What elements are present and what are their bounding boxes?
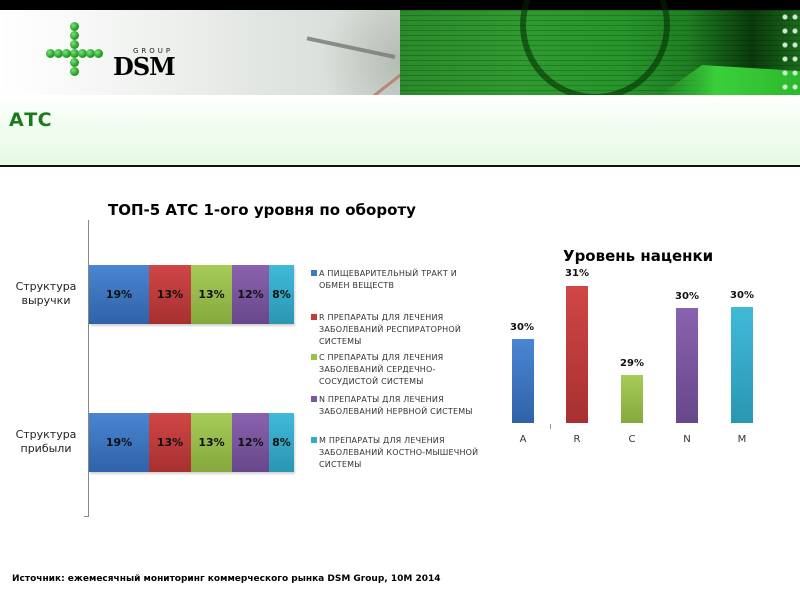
logo-dot-icon (46, 49, 55, 58)
bar-segment-r: 13% (149, 413, 191, 472)
bar-value-label: 31% (565, 268, 589, 279)
row-label-profit: Структура прибыли (6, 428, 86, 456)
category-label: M (737, 434, 747, 445)
bar-segment-c: 13% (191, 413, 232, 472)
title-band: АТС (0, 95, 800, 167)
legend-item-n: N Препараты для лечения заболеваний нерв… (311, 394, 481, 418)
row-label-line: Структура (15, 428, 77, 441)
legend-swatch-icon (311, 437, 317, 443)
legend-item-c: C Препараты для лечения заболеваний серд… (311, 352, 481, 388)
clock-dial-decoration (520, 0, 670, 95)
legend-text: R Препараты для лечения заболеваний респ… (319, 313, 462, 346)
legend-swatch-icon (311, 396, 317, 402)
legend-item-a: A Пищеварительный тракт и обмен веществ (311, 268, 481, 292)
category-label: C (628, 434, 636, 445)
legend-text: N Препараты для лечения заболеваний нерв… (319, 395, 473, 416)
bar-c (621, 375, 643, 423)
legend-swatch-icon (311, 270, 317, 276)
bar-segment-a: 19% (89, 413, 149, 472)
left-chart-title: ТОП-5 АТС 1-ого уровня по обороту (108, 201, 416, 219)
clock-hand-decoration (356, 70, 406, 95)
logo-group-text: GROUP (133, 47, 174, 55)
legend-text: M Препараты для лечения заболеваний кост… (319, 436, 479, 469)
bar-segment-n: 12% (232, 265, 269, 324)
bar-value-label: 29% (620, 358, 644, 369)
highlight-decoration (660, 65, 800, 95)
logo-dot-icon (70, 58, 79, 67)
slide-title: АТС (9, 109, 53, 131)
logo-dot-icon (78, 49, 87, 58)
bar-a (512, 339, 534, 423)
stacked-bar-profit: 19% 13% 13% 12% 8% (89, 413, 294, 472)
bar-n (676, 308, 698, 423)
logo-dot-icon (54, 49, 63, 58)
legend-item-r: R Препараты для лечения заболеваний респ… (311, 312, 481, 348)
bar-value-label: 30% (510, 322, 534, 333)
bar-segment-r: 13% (149, 265, 191, 324)
banner-right-image (400, 0, 800, 95)
logo-dot-icon (70, 31, 79, 40)
legend-swatch-icon (311, 314, 317, 320)
logo-dot-icon (94, 49, 103, 58)
logo-dot-icon (70, 22, 79, 31)
source-note: Источник: ежемесячный мониторинг коммерч… (12, 574, 441, 584)
header-banner: GROUP DSM (0, 0, 800, 95)
logo-dot-icon (86, 49, 95, 58)
logo-dot-icon (70, 67, 79, 76)
legend-text: C Препараты для лечения заболеваний серд… (319, 353, 444, 386)
clock-hand-decoration (306, 36, 396, 59)
category-label: N (683, 434, 691, 445)
row-label-revenue: Структура выручки (6, 280, 86, 308)
bar-m (731, 307, 753, 423)
logo-dot-icon (62, 49, 71, 58)
bar-segment-m: 8% (269, 265, 294, 324)
category-label: R (573, 434, 581, 445)
row-label-line: прибыли (20, 442, 72, 455)
bar-segment-c: 13% (191, 265, 232, 324)
dots-decoration (780, 10, 800, 95)
dsm-group-logo: GROUP DSM (45, 22, 176, 80)
stacked-bar-revenue: 19% 13% 13% 12% 8% (89, 265, 294, 324)
banner-top-bar (0, 0, 800, 10)
category-label: A (519, 434, 527, 445)
bar-segment-m: 8% (269, 413, 294, 472)
logo-brand-text: DSM (113, 52, 176, 81)
left-chart-axis (88, 220, 89, 517)
row-label-line: Структура (15, 280, 77, 293)
left-chart-axis-tick (84, 516, 89, 517)
right-chart-axis-tick (550, 424, 551, 429)
logo-dot-icon (70, 40, 79, 49)
bar-segment-a: 19% (89, 265, 149, 324)
legend-text: A Пищеварительный тракт и обмен веществ (319, 269, 457, 290)
logo-dot-icon (70, 49, 79, 58)
bar-value-label: 30% (675, 291, 699, 302)
bar-segment-n: 12% (232, 413, 269, 472)
bar-value-label: 30% (730, 290, 754, 301)
bar-r (566, 286, 588, 423)
row-label-line: выручки (21, 294, 71, 307)
legend-swatch-icon (311, 354, 317, 360)
legend-item-m: M Препараты для лечения заболеваний кост… (311, 435, 481, 471)
right-chart-title: Уровень наценки (563, 247, 714, 265)
